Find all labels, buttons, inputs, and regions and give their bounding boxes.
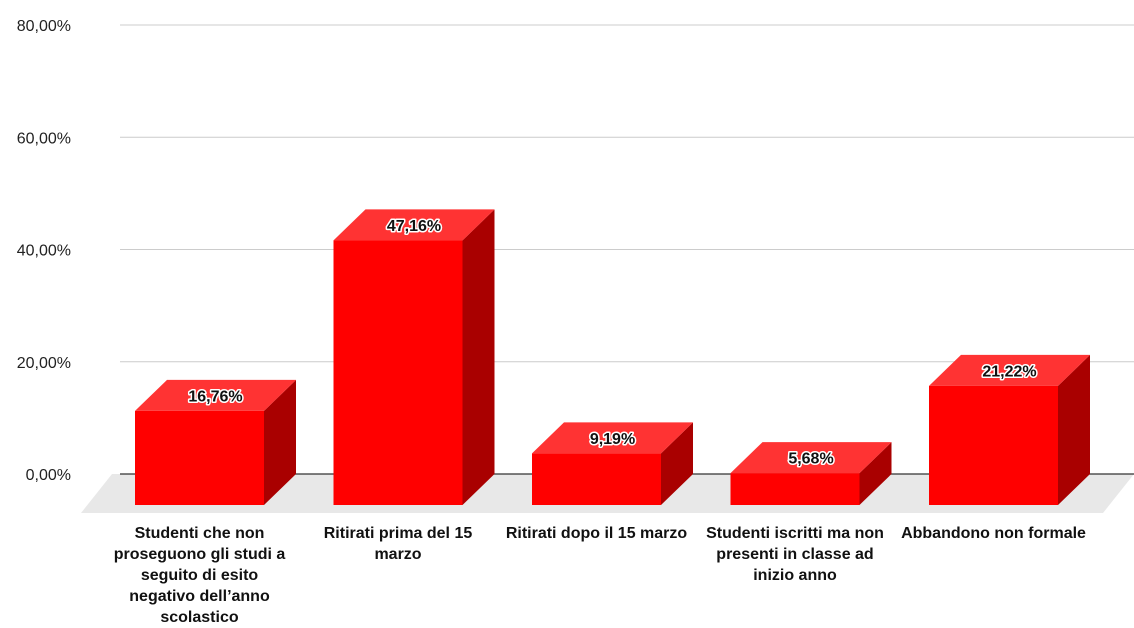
bar-top xyxy=(333,209,495,241)
bar xyxy=(929,354,1090,505)
x-category-label: Studenti che non proseguono gli studi a … xyxy=(113,525,286,626)
bar-side xyxy=(661,422,693,505)
y-tick-label: 60,00% xyxy=(17,130,71,147)
bar-side xyxy=(264,379,296,505)
bar xyxy=(730,442,892,505)
bar-top xyxy=(929,354,1090,386)
x-category-label: Ritirati prima del 15 marzo xyxy=(323,525,473,563)
bar-front xyxy=(135,410,264,505)
y-tick-label: 40,00% xyxy=(17,243,71,260)
bar-top xyxy=(730,442,892,474)
data-labels: 16,76% 47,16% 9,19% 5,68% 21,22% xyxy=(187,216,1038,469)
bar-top xyxy=(532,422,693,454)
data-label: 5,68% xyxy=(788,451,833,468)
bar-front xyxy=(333,240,463,505)
x-category-label: Ritirati dopo il 15 marzo xyxy=(505,525,688,542)
bars xyxy=(135,209,1090,505)
bar-side xyxy=(462,209,495,505)
bar-side xyxy=(1058,354,1090,505)
bar-side xyxy=(859,442,892,505)
data-label: 16,76% xyxy=(188,388,242,405)
bar-top xyxy=(135,379,296,411)
bar xyxy=(532,422,693,505)
y-axis-ticks: 0,00% 20,00% 40,00% 60,00% 80,00% xyxy=(17,18,71,484)
data-label: 21,22% xyxy=(982,363,1036,380)
x-category-label: Studenti iscritti ma non presenti in cla… xyxy=(706,525,884,584)
bar xyxy=(135,379,296,505)
data-label: 9,19% xyxy=(590,431,635,448)
data-label: 47,16% xyxy=(387,218,441,235)
y-tick-label: 0,00% xyxy=(26,467,71,484)
y-tick-label: 80,00% xyxy=(17,18,71,35)
bar xyxy=(333,209,495,505)
bar-front xyxy=(929,385,1058,505)
bar-front xyxy=(532,453,661,505)
y-tick-label: 20,00% xyxy=(17,355,71,372)
x-category-label: Abbandono non formale xyxy=(901,525,1086,542)
bar-front xyxy=(730,473,860,505)
